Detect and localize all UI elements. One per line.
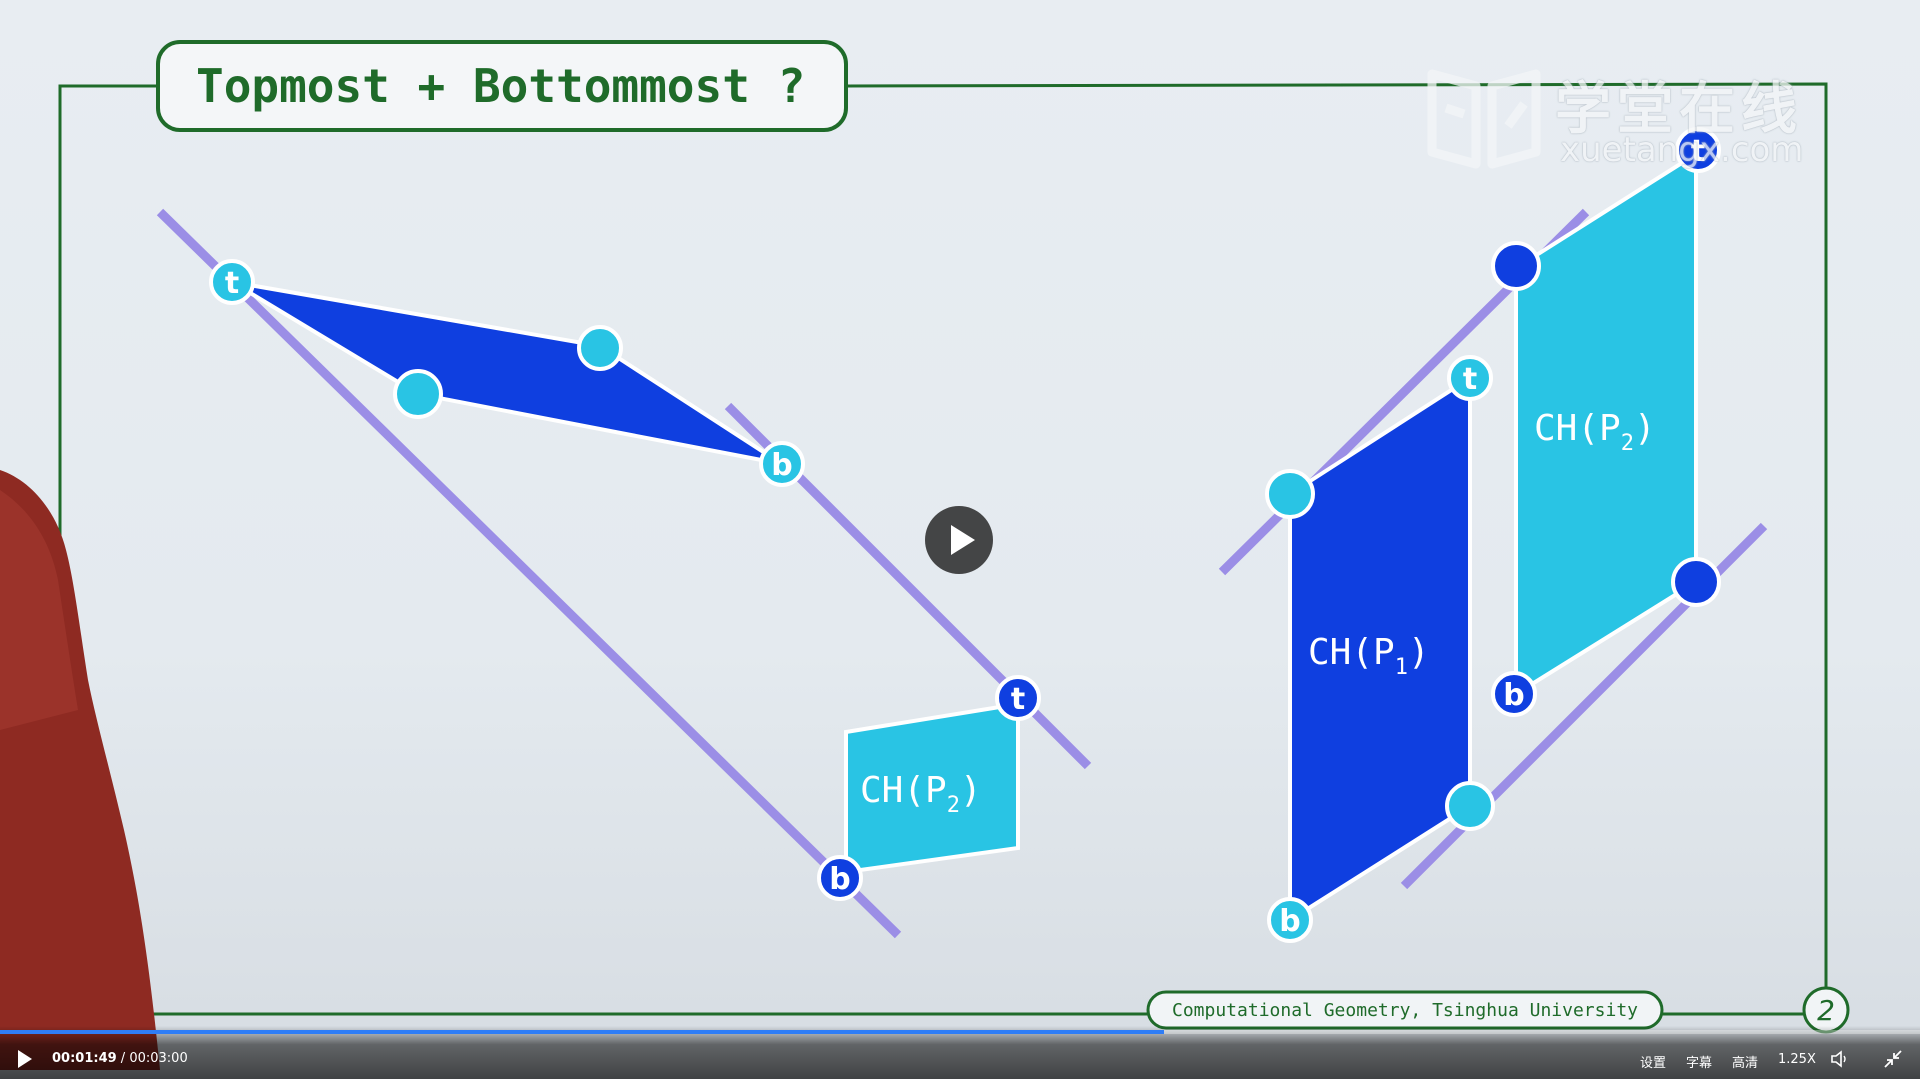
footer-text: Computational Geometry, Tsinghua Univers… xyxy=(1172,1000,1638,1021)
subtitles-button[interactable]: 字幕 xyxy=(1686,1056,1713,1071)
center-play-button[interactable] xyxy=(925,506,993,574)
progress-fill xyxy=(0,1030,1164,1034)
total-time: 00:03:00 xyxy=(129,1051,188,1066)
quality-button[interactable]: 高清 xyxy=(1732,1056,1759,1071)
support-line-left-long xyxy=(156,208,902,939)
ch-p2-label-left: CH(P2) xyxy=(860,770,982,818)
page-number: 2 xyxy=(1817,994,1835,1027)
ch-p1-label-right: CH(P1) xyxy=(1308,632,1430,680)
volume-icon[interactable] xyxy=(1830,1050,1850,1068)
exit-fullscreen-icon[interactable] xyxy=(1883,1049,1903,1069)
point-b-label: b xyxy=(1503,678,1524,713)
point-t-label: t xyxy=(1463,362,1477,397)
slide-frame xyxy=(58,82,1828,1016)
play-button[interactable] xyxy=(14,1048,36,1070)
time-display: 00:01:49 / 00:03:00 xyxy=(52,1051,188,1066)
point-t-label: t xyxy=(1011,682,1025,717)
settings-button[interactable]: 设置 xyxy=(1640,1056,1667,1071)
hull-p2-left xyxy=(844,701,1020,875)
xuetangx-logo-icon xyxy=(1427,69,1541,169)
point-p1-right-lower xyxy=(1445,781,1495,831)
point-p2-right-lower xyxy=(1671,557,1721,607)
point-t-p2-right xyxy=(1675,127,1721,173)
slide-title: Topmost + Bottommost ? xyxy=(196,59,805,113)
point-t-p2-left xyxy=(995,675,1041,721)
presenter-arm xyxy=(0,470,160,1070)
watermark-domain: xuetangx.com xyxy=(1560,130,1804,170)
point-p1-right-upper xyxy=(1265,469,1315,519)
point-b-label: b xyxy=(771,448,792,483)
point-b-p1-left xyxy=(759,441,805,487)
title-box xyxy=(156,40,848,132)
point-p1-left-a xyxy=(577,325,623,371)
point-t-label: t xyxy=(1691,134,1705,169)
point-t-p1-right xyxy=(1447,355,1493,401)
watermark-chinese: 学堂在线 xyxy=(1555,77,1803,142)
play-icon xyxy=(951,525,975,555)
point-b-p1-right xyxy=(1267,897,1313,943)
time-separator: / xyxy=(116,1051,130,1066)
control-bar: 00:01:49 / 00:03:00 设置 字幕 高清 1.25X xyxy=(0,1026,1920,1079)
point-b-label: b xyxy=(829,862,850,897)
xuetangx-watermark: 学堂在线 xuetangx.com xyxy=(1420,60,1820,180)
point-p2-right-upper xyxy=(1491,241,1541,291)
progress-bar[interactable] xyxy=(0,1030,1920,1034)
current-time: 00:01:49 xyxy=(52,1051,117,1066)
point-b-p2-left xyxy=(817,855,863,901)
point-t-p1-left xyxy=(209,259,255,305)
play-icon xyxy=(18,1050,32,1068)
point-p1-left-b xyxy=(393,369,443,419)
point-b-p2-right xyxy=(1491,671,1537,717)
ch-p2-label-right: CH(P2) xyxy=(1534,408,1656,456)
speed-button[interactable]: 1.25X xyxy=(1778,1052,1816,1067)
point-t-label: t xyxy=(225,266,239,301)
point-b-label: b xyxy=(1279,904,1300,939)
hull-p1-left xyxy=(230,280,784,466)
